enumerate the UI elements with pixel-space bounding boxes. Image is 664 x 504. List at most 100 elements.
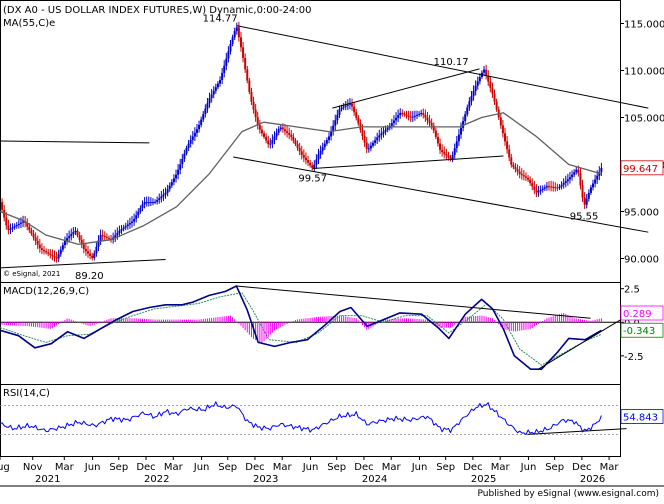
price-candle-body [277, 129, 280, 133]
price-candle-body [573, 172, 576, 175]
price-candle-body [556, 187, 559, 189]
price-candle-body [183, 153, 186, 159]
price-candle-body [105, 236, 108, 238]
x-axis-month-label: Mar [491, 462, 511, 473]
price-candle-body [371, 142, 374, 146]
price-candle-body [409, 116, 412, 118]
price-candle-body [407, 115, 410, 117]
x-axis-month-label: Sep [109, 462, 128, 473]
price-candle-body [279, 127, 282, 130]
x-axis-month-label: Jun [193, 462, 210, 473]
x-axis-year-label: 2021 [35, 474, 60, 485]
price-candle-body [443, 152, 446, 154]
price-frame [0, 0, 621, 283]
x-axis-month-label: Mar [382, 462, 402, 473]
price-candle-body [229, 44, 232, 52]
price-candle-body [524, 176, 527, 178]
price-candle-body [164, 192, 167, 195]
price-candle-body [309, 162, 312, 166]
price-candle-body [32, 233, 35, 238]
price-candle-body [478, 77, 481, 82]
price-candle-body [302, 154, 305, 158]
price-candle-body [441, 149, 444, 153]
price-candle-body [66, 238, 69, 241]
price-candle-body [392, 120, 395, 124]
price-last-badge-box [620, 160, 664, 176]
price-candle-body [63, 240, 66, 246]
price-candle-body [45, 251, 48, 253]
price-annotation: 110.17 [434, 57, 469, 68]
price-candle-body [552, 186, 555, 188]
price-candle-body [288, 132, 291, 135]
price-candle-body [11, 227, 14, 229]
price-candle-body [204, 108, 207, 115]
price-candle-body [430, 122, 433, 126]
price-candle-body [445, 153, 448, 156]
price-candle-body [227, 51, 230, 59]
price-candle-body [447, 155, 450, 158]
price-candle-body [592, 183, 595, 188]
price-candle-body [558, 186, 561, 188]
x-axis-month-label: Sep [545, 462, 564, 473]
price-candle-body [187, 143, 190, 149]
price-candle-body [72, 232, 75, 235]
price-tick-label: 95.000 [624, 208, 659, 219]
price-candle-body [466, 107, 469, 115]
price-candle-body [560, 184, 563, 187]
price-candle-body [397, 115, 400, 118]
price-candle-body [508, 149, 511, 158]
price-candle-body [34, 237, 37, 242]
price-candle-body [351, 103, 354, 107]
price-candle-body [248, 80, 251, 92]
macd-signal-last-value: -0.343 [623, 326, 655, 337]
price-candle-body [198, 124, 201, 130]
price-candle-body [405, 114, 408, 116]
price-candle-body [101, 235, 104, 237]
price-candle-body [579, 173, 582, 186]
price-candle-body [231, 37, 234, 45]
price-candle-body [319, 150, 322, 155]
price-candle-body [80, 239, 83, 245]
price-candle-body [242, 47, 245, 59]
price-candle-body [133, 218, 136, 222]
price-candle-body [415, 114, 418, 116]
x-axis-month-label: Nov [23, 462, 43, 473]
price-candle-body [426, 117, 429, 121]
price-candle-body [527, 177, 530, 180]
price-candle-body [462, 121, 465, 128]
price-candle-body [151, 202, 154, 204]
price-candle-body [189, 140, 192, 144]
price-candle-body [172, 178, 175, 182]
rsi-last-value: 54.843 [623, 413, 658, 424]
price-candle-body [179, 164, 182, 170]
price-candle-body [304, 157, 307, 161]
price-candle-body [342, 106, 345, 108]
price-candle-body [258, 125, 261, 130]
price-candle-body [193, 132, 196, 137]
price-candle-body [420, 113, 423, 115]
price-candle-body [286, 131, 289, 133]
price-candle-body [307, 160, 310, 163]
price-candle-body [290, 134, 293, 137]
price-candle-body [210, 94, 213, 99]
price-candle-body [47, 252, 50, 254]
price-candle-body [374, 140, 377, 143]
price-candle-body [38, 244, 41, 249]
price-candle-body [219, 80, 222, 84]
x-axis-month-label: Dec [136, 462, 155, 473]
price-candle-body [17, 223, 20, 226]
price-candle-body [453, 148, 456, 155]
price-candle-body [439, 143, 442, 150]
price-candle-body [263, 133, 266, 137]
macd-line [0, 285, 602, 371]
price-candle-body [70, 234, 73, 237]
macd-tick-label: -2.5 [624, 352, 644, 363]
price-candle-body [124, 226, 127, 228]
price-candle-body [428, 120, 431, 123]
price-candle-body [126, 224, 129, 227]
price-candle-body [594, 179, 597, 184]
price-candle-body [61, 245, 64, 250]
price-candle-body [177, 169, 180, 175]
x-axis-month-label: Dec [463, 462, 482, 473]
